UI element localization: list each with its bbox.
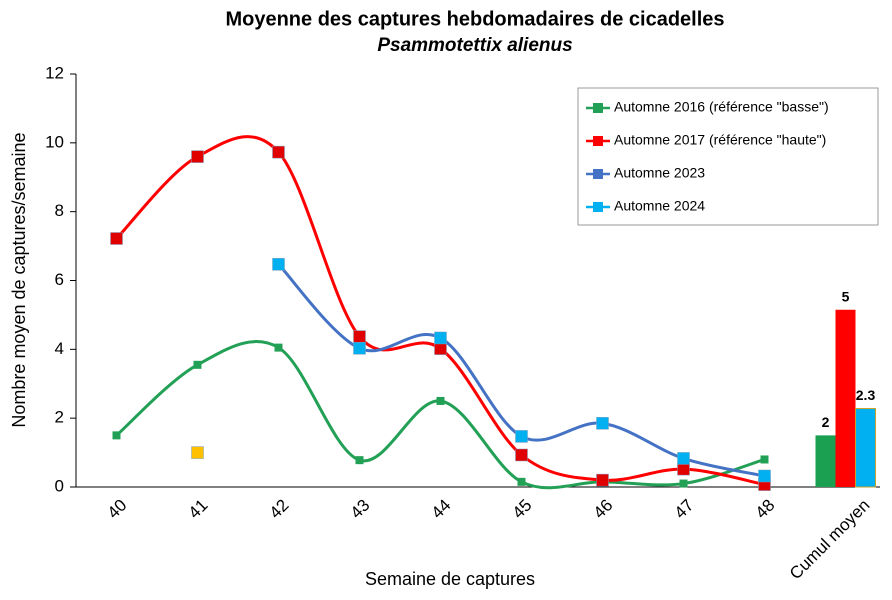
marker xyxy=(274,343,283,352)
y-tick-label: 4 xyxy=(55,339,64,358)
y-tick-label: 2 xyxy=(55,408,64,427)
x-tick-label: 41 xyxy=(185,496,212,523)
marker xyxy=(353,342,366,355)
bar-label: 5 xyxy=(842,288,850,304)
legend-marker xyxy=(593,169,603,179)
bar-label: 2 xyxy=(822,414,830,430)
legend-label: Automne 2017 (référence "haute") xyxy=(614,132,826,148)
marker xyxy=(191,446,204,459)
x-tick-label: 46 xyxy=(590,496,617,523)
bar xyxy=(835,309,856,487)
series-line xyxy=(115,340,765,490)
y-tick-label: 12 xyxy=(45,63,64,82)
legend-label: Automne 2024 xyxy=(614,198,705,214)
marker xyxy=(758,469,771,483)
x-tick-label: 47 xyxy=(671,496,698,523)
marker xyxy=(679,479,688,488)
marker xyxy=(515,448,528,462)
y-axis-title: Nombre moyen de captures/semaine xyxy=(9,132,29,427)
series-line xyxy=(115,135,765,487)
marker xyxy=(353,330,366,343)
marker xyxy=(434,342,447,355)
marker xyxy=(517,477,526,486)
marker xyxy=(272,145,285,159)
y-tick-label: 0 xyxy=(55,476,64,495)
bar xyxy=(855,408,876,488)
y-tick-label: 6 xyxy=(55,270,64,289)
legend-marker xyxy=(593,136,603,146)
chart-title: Moyenne des captures hebdomadaires de ci… xyxy=(225,8,724,30)
x-tick-label: 48 xyxy=(752,496,779,523)
marker xyxy=(677,462,690,476)
x-tick-label: 43 xyxy=(347,496,374,523)
marker xyxy=(515,430,528,443)
legend-label: Automne 2023 xyxy=(614,165,705,181)
legend-label: Automne 2016 (référence "basse") xyxy=(614,99,829,115)
x-axis-title: Semaine de captures xyxy=(365,569,535,589)
marker xyxy=(112,431,121,440)
legend: Automne 2016 (référence "basse") Automne … xyxy=(577,87,879,226)
x-tick-label: 44 xyxy=(428,496,455,523)
legend-marker xyxy=(593,103,603,113)
marker xyxy=(760,455,769,464)
legend-marker xyxy=(593,202,603,212)
y-tick-label: 10 xyxy=(45,132,64,151)
marker xyxy=(436,396,445,405)
marker xyxy=(596,473,609,487)
series-line xyxy=(277,263,765,478)
marker xyxy=(434,331,447,345)
bar xyxy=(815,435,836,487)
marker xyxy=(191,150,204,163)
marker xyxy=(596,417,609,430)
x-tick-label: 42 xyxy=(266,496,293,523)
legend-box xyxy=(577,87,879,226)
marker xyxy=(110,232,123,245)
y-tick-label: 8 xyxy=(55,201,64,220)
marker xyxy=(355,456,364,465)
bar-label: 2.3 xyxy=(856,387,876,403)
chart-subtitle: Psammotettix alienus xyxy=(377,35,572,56)
marker xyxy=(677,452,690,465)
x-tick-label: Cumul moyen xyxy=(786,496,874,584)
marker xyxy=(193,360,202,369)
x-tick-label: 40 xyxy=(104,496,131,523)
marker xyxy=(272,258,285,271)
x-tick-label: 45 xyxy=(509,496,536,523)
